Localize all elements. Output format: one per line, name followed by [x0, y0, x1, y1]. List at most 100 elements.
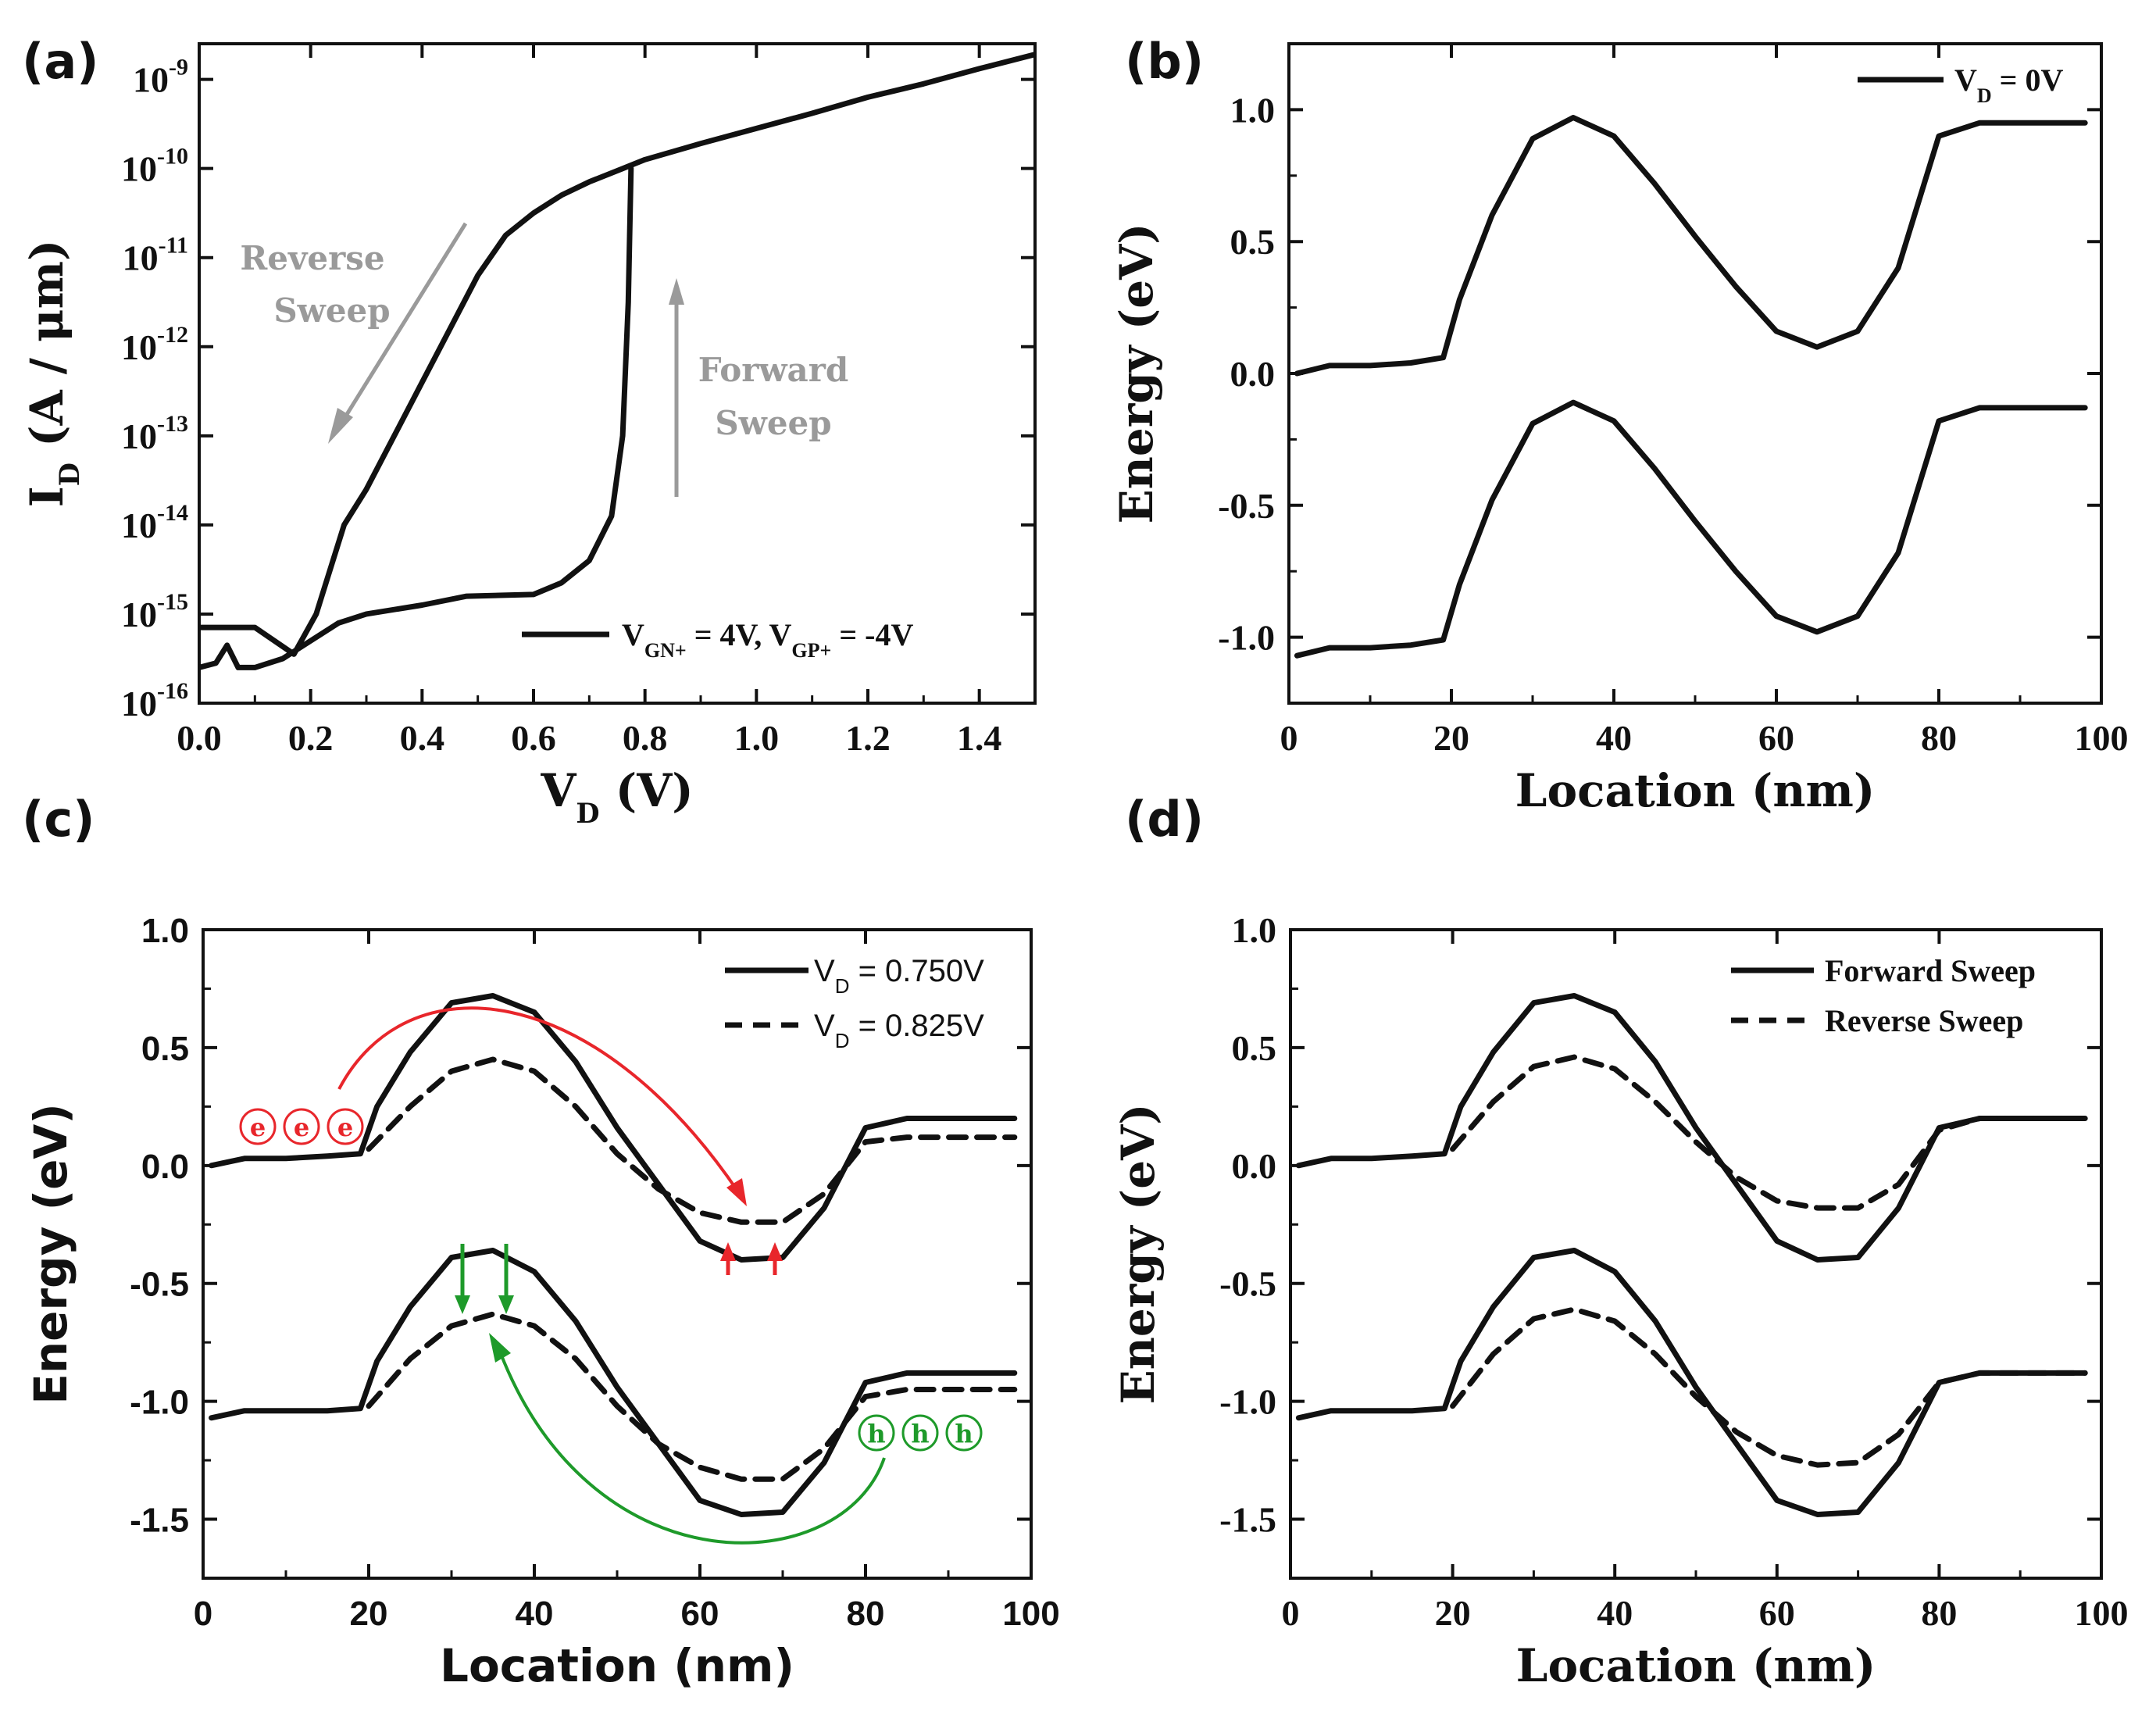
x-axis-label-part: Location (nm) — [1516, 1639, 1876, 1692]
y-tick-label: 10-11 — [123, 233, 188, 278]
series-line — [1295, 1248, 2088, 1517]
annotation-text: Sweep — [273, 291, 390, 330]
y-tick-label: 0.0 — [1230, 354, 1276, 394]
y-tick-base: 10 — [121, 327, 157, 367]
y-tick-base: 10 — [121, 149, 157, 189]
y-tick-label: 10-9 — [133, 55, 188, 100]
y-tick-label: 10-15 — [121, 589, 188, 634]
y-tick-label: 0.5 — [1230, 222, 1276, 262]
series-line — [209, 993, 1018, 1263]
x-tick-label: 40 — [1596, 718, 1632, 758]
x-tick-label: 0.8 — [623, 718, 668, 758]
legend-part: V — [814, 954, 835, 988]
y-axis-label-part: Energy (eV) — [1110, 223, 1163, 523]
electron-arrowhead — [726, 1178, 747, 1206]
electron-label: e — [337, 1113, 353, 1142]
x-tick-label: 0.0 — [177, 718, 222, 758]
axes-frame — [198, 42, 1037, 705]
legend-part: GN+ — [644, 639, 687, 662]
y-axis-label: Energy (eV) — [1110, 223, 1163, 523]
x-tick-label: 0.2 — [288, 718, 334, 758]
hole-circle — [945, 1414, 983, 1452]
y-axis-label-part: I — [20, 486, 73, 507]
hole-symbol: h — [858, 1414, 895, 1452]
x-tick-label: 80 — [847, 1595, 885, 1633]
x-tick-label: 80 — [1921, 1593, 1957, 1633]
electron-symbol: e — [283, 1108, 320, 1145]
y-tick-exponent: -12 — [157, 322, 188, 348]
x-axis-label-part: Location (nm) — [440, 1639, 794, 1692]
annotation-text: Reverse — [240, 239, 384, 277]
y-axis-label: ID (A / μm) — [20, 240, 86, 508]
y-tick-exponent: -11 — [159, 233, 188, 259]
hole-symbol: h — [945, 1414, 983, 1452]
series-line — [1450, 1306, 2088, 1468]
y-axis-label-part: (A / μm) — [20, 240, 73, 463]
electron-circle — [283, 1108, 320, 1145]
x-tick-label: 60 — [1758, 718, 1794, 758]
electron-circle — [239, 1108, 277, 1145]
y-axis-label-part: Energy (eV) — [1112, 1103, 1165, 1404]
hole-label: h — [867, 1419, 885, 1448]
y-axis-label-part: Energy (eV) — [24, 1103, 77, 1405]
series-line — [1295, 993, 2088, 1263]
y-tick-exponent: -10 — [157, 144, 188, 170]
annotation-text: Forward — [698, 351, 849, 389]
y-tick-exponent: -13 — [157, 411, 188, 437]
legend-label: Forward Sweep — [1825, 953, 2036, 988]
hole-circle — [901, 1414, 939, 1452]
y-tick-exponent: -15 — [157, 589, 188, 615]
electron-shift-arrowhead — [767, 1242, 783, 1261]
y-axis-label: Energy (eV) — [1112, 1103, 1165, 1404]
legend-label: VGN+ = 4V, VGP+ = -4V — [622, 617, 913, 662]
series-line — [366, 1056, 1018, 1225]
y-tick-base: 10 — [123, 238, 159, 278]
x-tick-label: 20 — [1435, 1593, 1471, 1633]
y-tick-base: 10 — [121, 416, 157, 456]
hole-shift-arrowhead — [455, 1295, 470, 1314]
legend-part: = 0.750V — [849, 954, 984, 988]
forward-sweep-arrowhead — [669, 278, 684, 305]
panel-letter: (a) — [22, 33, 99, 90]
y-tick-label: 1.0 — [1232, 910, 1277, 950]
hole-symbol: h — [901, 1414, 939, 1452]
x-axis-label: Location (nm) — [1516, 1639, 1876, 1692]
legend-label: VD = 0.825V — [814, 1009, 984, 1052]
x-tick-label: 0 — [1280, 718, 1298, 758]
y-tick-base: 10 — [121, 684, 157, 723]
panel-letter: (d) — [1125, 791, 1204, 848]
x-tick-label: 1.2 — [845, 718, 891, 758]
legend-part: = 4V, V — [687, 617, 792, 652]
electron-label: e — [294, 1113, 309, 1142]
y-tick-label: 10-14 — [121, 500, 188, 545]
y-tick-label: -0.5 — [1218, 486, 1275, 526]
x-axis-label-part: D — [576, 798, 599, 830]
y-axis-label: Energy (eV) — [24, 1103, 77, 1405]
y-tick-label: -1.0 — [130, 1384, 189, 1422]
legend-part: D — [835, 974, 850, 998]
panel-a: (a)0.0 0.2 0.4 0.6 0.8 1.0 1.2 1.410-1610-1510-… — [20, 33, 1037, 830]
axes-frame — [1287, 42, 2103, 705]
legend-label: VD = 0V — [1954, 63, 2063, 107]
y-tick-label: -0.5 — [130, 1266, 189, 1304]
y-tick-label: 10-16 — [121, 678, 188, 723]
y-tick-label: 10-13 — [121, 411, 188, 456]
y-axis-label-part: D — [54, 463, 86, 486]
electron-label: e — [250, 1113, 266, 1142]
legend-part: = -4V — [831, 617, 913, 652]
legend-part: D — [835, 1029, 850, 1052]
annotation-text: Sweep — [715, 404, 831, 442]
y-tick-label: 0.0 — [1232, 1146, 1277, 1186]
y-tick-label: 0.5 — [1232, 1028, 1277, 1068]
series-line — [199, 166, 634, 670]
y-tick-label: -0.5 — [1219, 1264, 1276, 1304]
series-line — [199, 52, 1035, 657]
reverse-sweep-arrowhead — [328, 408, 353, 444]
legend-part: D — [1977, 84, 1992, 107]
y-tick-label: 10-10 — [121, 144, 188, 189]
legend-label: VD = 0.750V — [814, 954, 984, 998]
panel-c: (c) 0 20 40 60 80 100 1.0 0.5 0.0 -0.5 -1.0 -1.5 Loca… — [22, 791, 1060, 1692]
x-tick-label: 80 — [1921, 718, 1957, 758]
electron-symbol: e — [327, 1108, 364, 1145]
series-line — [1294, 399, 2088, 659]
